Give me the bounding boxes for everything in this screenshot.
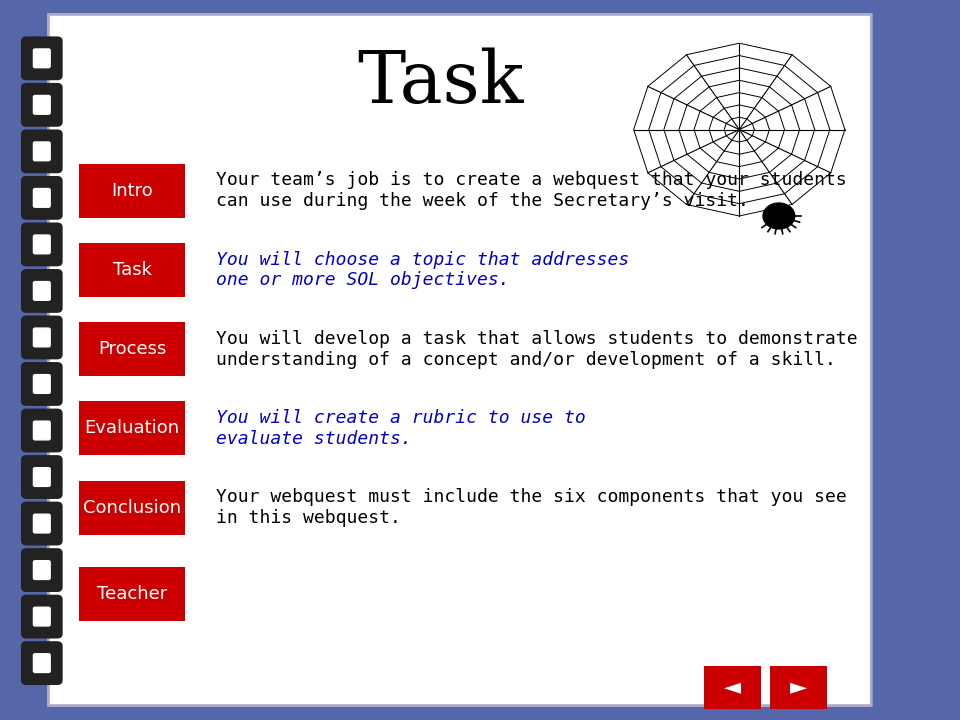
FancyBboxPatch shape — [22, 642, 61, 684]
FancyBboxPatch shape — [34, 421, 50, 440]
Text: ◄: ◄ — [724, 678, 741, 698]
Text: ►: ► — [790, 678, 807, 698]
FancyBboxPatch shape — [22, 456, 61, 498]
FancyBboxPatch shape — [48, 14, 872, 706]
Text: Evaluation: Evaluation — [84, 419, 180, 438]
FancyBboxPatch shape — [22, 270, 61, 312]
FancyBboxPatch shape — [22, 130, 61, 172]
FancyBboxPatch shape — [22, 317, 61, 359]
Text: You will choose a topic that addresses
one or more SOL objectives.: You will choose a topic that addresses o… — [216, 251, 629, 289]
FancyBboxPatch shape — [34, 49, 50, 68]
Text: Your team’s job is to create a webquest that your students
can use during the we: Your team’s job is to create a webquest … — [216, 171, 847, 210]
FancyBboxPatch shape — [34, 142, 50, 161]
FancyBboxPatch shape — [80, 481, 185, 534]
FancyBboxPatch shape — [80, 402, 185, 456]
FancyBboxPatch shape — [22, 410, 61, 451]
Text: Your webquest must include the six components that you see
in this webquest.: Your webquest must include the six compo… — [216, 488, 847, 527]
FancyBboxPatch shape — [34, 96, 50, 114]
FancyBboxPatch shape — [34, 561, 50, 580]
FancyBboxPatch shape — [80, 243, 185, 297]
Circle shape — [763, 203, 795, 229]
Text: Task: Task — [357, 48, 523, 118]
FancyBboxPatch shape — [34, 374, 50, 393]
Text: You will create a rubric to use to
evaluate students.: You will create a rubric to use to evalu… — [216, 409, 586, 448]
FancyBboxPatch shape — [22, 595, 61, 637]
Text: Conclusion: Conclusion — [83, 499, 181, 517]
FancyBboxPatch shape — [34, 189, 50, 207]
FancyBboxPatch shape — [34, 282, 50, 300]
FancyBboxPatch shape — [22, 363, 61, 405]
FancyBboxPatch shape — [34, 235, 50, 253]
Text: You will develop a task that allows students to demonstrate
understanding of a c: You will develop a task that allows stud… — [216, 330, 857, 369]
FancyBboxPatch shape — [80, 323, 185, 376]
FancyBboxPatch shape — [22, 549, 61, 591]
FancyBboxPatch shape — [22, 37, 61, 79]
FancyBboxPatch shape — [22, 177, 61, 219]
FancyBboxPatch shape — [80, 164, 185, 218]
Text: Intro: Intro — [111, 182, 153, 200]
FancyBboxPatch shape — [34, 607, 50, 626]
Text: Teacher: Teacher — [97, 585, 167, 603]
FancyBboxPatch shape — [80, 567, 185, 621]
Text: Process: Process — [98, 341, 166, 359]
FancyBboxPatch shape — [22, 84, 61, 126]
FancyBboxPatch shape — [22, 223, 61, 265]
Text: Task: Task — [112, 261, 152, 279]
FancyBboxPatch shape — [34, 654, 50, 672]
FancyBboxPatch shape — [22, 503, 61, 544]
FancyBboxPatch shape — [34, 468, 50, 487]
FancyBboxPatch shape — [770, 666, 828, 709]
FancyBboxPatch shape — [34, 514, 50, 533]
FancyBboxPatch shape — [704, 666, 761, 709]
FancyBboxPatch shape — [34, 328, 50, 347]
